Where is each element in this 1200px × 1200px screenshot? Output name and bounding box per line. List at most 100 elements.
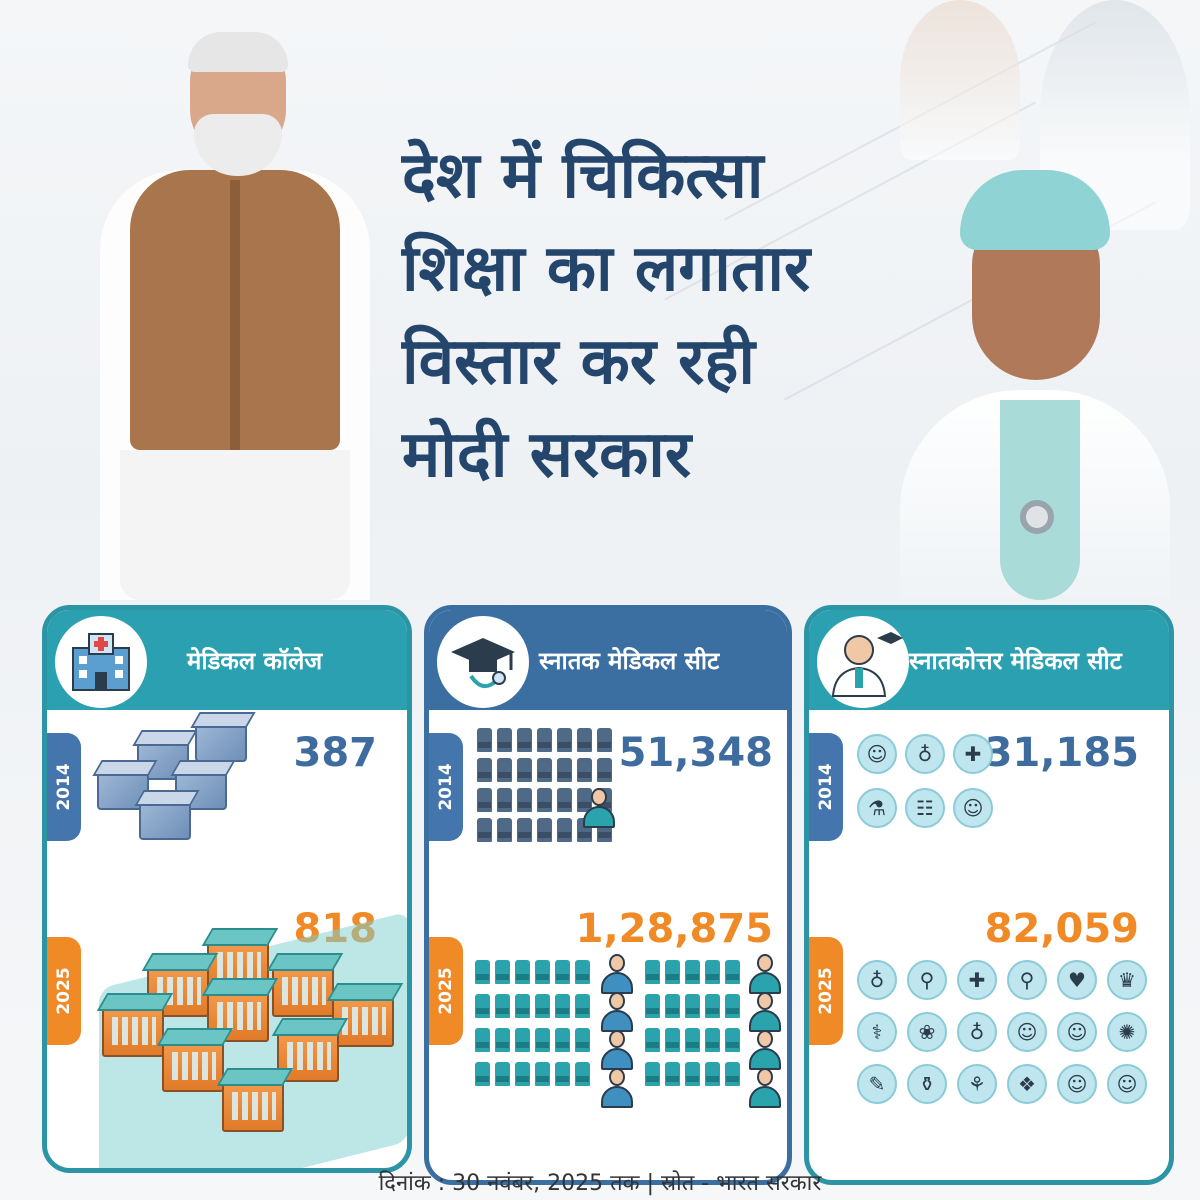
seat-icon <box>475 960 490 984</box>
seat-icon <box>665 1062 680 1086</box>
seat-icon <box>665 994 680 1018</box>
seat-icon <box>475 1028 490 1052</box>
seat-icon <box>557 818 572 842</box>
seat-icon <box>725 1028 740 1052</box>
footer-source: दिनांक : 30 नवंबर, 2025 तक | स्रोत - भार… <box>378 1171 822 1196</box>
seat-icon <box>685 960 700 984</box>
seat-icon <box>725 960 740 984</box>
ug-seats-card: स्नातक मेडिकल सीट 2014 51,348 2025 1,28,… <box>424 605 792 1185</box>
value-2014: 387 <box>293 730 378 776</box>
seat-icon <box>705 994 720 1018</box>
seat-icon <box>495 960 510 984</box>
seat-icon <box>555 994 570 1018</box>
value-2025: 1,28,875 <box>575 906 773 952</box>
doctor-icon: ☺ <box>1057 1064 1097 1104</box>
value-2014: 31,185 <box>984 730 1139 776</box>
seat-icon <box>577 788 592 812</box>
microscope-icon: ⚲ <box>1007 960 1047 1000</box>
seat-icon <box>535 1028 550 1052</box>
card-title: स्नातक मेडिकल सीट <box>539 647 720 675</box>
value-2014: 51,348 <box>618 730 773 776</box>
seat-icon <box>557 758 572 782</box>
stethoscope-icon <box>1020 500 1054 534</box>
pills-icon: ❖ <box>1007 1064 1047 1104</box>
seat-icon <box>475 1062 490 1086</box>
medical-report-icon: ✚ <box>953 734 993 774</box>
seat-icon <box>685 994 700 1018</box>
student-icon <box>581 788 617 828</box>
seat-icon <box>497 758 512 782</box>
seat-icon <box>597 728 612 752</box>
seat-icon <box>705 960 720 984</box>
seat-icon <box>537 728 552 752</box>
doctor-icon: ☺ <box>857 734 897 774</box>
seat-icon <box>497 788 512 812</box>
headline-line: देश में चिकित्सा <box>402 139 764 213</box>
year-tab-2014: 2014 <box>809 733 843 841</box>
seat-icon <box>477 728 492 752</box>
lab-icon: ⚗ <box>857 788 897 828</box>
seat-icon <box>537 818 552 842</box>
headline-line: विस्तार कर रही <box>402 325 755 399</box>
seat-icon <box>577 728 592 752</box>
seat-icon <box>515 1062 530 1086</box>
doctor-icon: ☺ <box>1007 1012 1047 1052</box>
doctor-icon: ☺ <box>1107 1064 1147 1104</box>
seat-icon <box>645 1062 660 1086</box>
graduation-cap-stethoscope-icon <box>437 616 529 708</box>
seat-icon <box>515 994 530 1018</box>
seat-icon <box>477 788 492 812</box>
background-doctor-female <box>900 0 1020 160</box>
seat-icon <box>495 1028 510 1052</box>
seat-icon <box>535 1062 550 1086</box>
seat-icon <box>477 758 492 782</box>
seat-icon <box>515 960 530 984</box>
syringe-icon: ✎ <box>857 1064 897 1104</box>
year-tab-2025: 2025 <box>429 937 463 1045</box>
seat-icon <box>645 1028 660 1052</box>
headline-line: शिक्षा का लगातार <box>402 232 811 306</box>
seat-icon <box>575 960 590 984</box>
card-header: स्नातक मेडिकल सीट <box>429 610 787 710</box>
seat-icon <box>575 1028 590 1052</box>
year-tab-2014: 2014 <box>47 733 81 841</box>
doctor-graduate-icon <box>817 616 909 708</box>
seat-icon <box>517 728 532 752</box>
seat-icon <box>705 1028 720 1052</box>
pharmacy-icon: ⚱ <box>907 1064 947 1104</box>
seat-icon <box>555 1028 570 1052</box>
seat-icon <box>537 758 552 782</box>
card-title: स्नातकोत्तर मेडिकल सीट <box>909 647 1122 675</box>
seat-icon <box>517 818 532 842</box>
medical-report-icon: ✚ <box>957 960 997 1000</box>
seat-icon <box>665 960 680 984</box>
seat-icon <box>705 1062 720 1086</box>
card-title: मेडिकल कॉलेज <box>187 647 323 675</box>
seat-icon <box>497 728 512 752</box>
iv-drip-icon: ⚘ <box>957 1064 997 1104</box>
seat-icon <box>517 788 532 812</box>
clipboard-icon: ☷ <box>905 788 945 828</box>
seat-icon <box>475 994 490 1018</box>
brain-icon: ❀ <box>907 1012 947 1052</box>
year-tab-2025: 2025 <box>809 937 843 1045</box>
seat-icon <box>555 1062 570 1086</box>
pg-seats-card: स्नातकोत्तर मेडिकल सीट 2014 31,185 ☺ ♁ ✚… <box>804 605 1174 1185</box>
seat-icon <box>665 1028 680 1052</box>
seat-icon <box>495 1062 510 1086</box>
seat-icon <box>557 788 572 812</box>
seat-icon <box>725 1062 740 1086</box>
seat-icon <box>497 818 512 842</box>
seat-icon <box>555 960 570 984</box>
hospital-icon <box>55 616 147 708</box>
seat-icon <box>495 994 510 1018</box>
seat-icon <box>515 1028 530 1052</box>
doctor-illustration <box>880 170 1180 620</box>
stethoscope-icon: ♁ <box>905 734 945 774</box>
seat-icon <box>577 758 592 782</box>
seat-rows-icon <box>645 960 740 1086</box>
seat-icon <box>685 1062 700 1086</box>
caduceus-icon: ⚕ <box>857 1012 897 1052</box>
atom-icon: ✺ <box>1107 1012 1147 1052</box>
year-tab-2025: 2025 <box>47 937 81 1045</box>
